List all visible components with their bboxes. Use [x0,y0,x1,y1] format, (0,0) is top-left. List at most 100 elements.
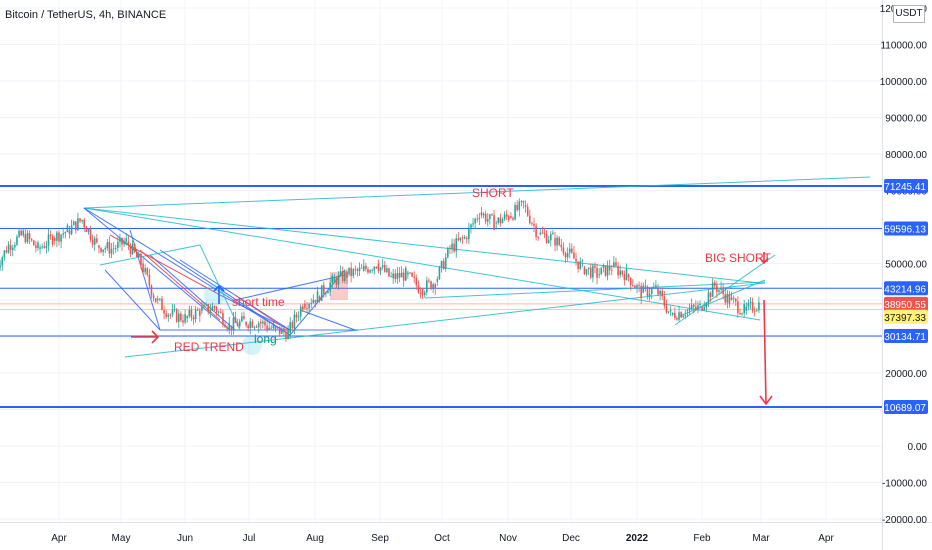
candle-body [182,320,184,323]
candle-body [531,223,533,224]
candle-body [396,273,399,280]
candle-body [201,306,203,311]
candle-body [451,243,453,249]
y-tick-label: 80000.00 [885,150,927,161]
candle-body [688,308,691,311]
annotation-label: long [254,332,277,346]
annotation-label: SHORT [472,186,514,200]
candle-body [150,285,153,296]
candle-body [388,268,390,277]
candle-body [398,273,401,278]
candle-body [230,325,233,330]
candle-body [354,269,357,271]
candle-body [507,216,510,220]
candle-body [659,290,661,295]
candle-body [262,321,264,324]
candle-body [478,217,481,219]
y-tick-label: -10000.00 [882,479,927,490]
candle-body [457,238,460,241]
x-tick-label: May [112,533,131,544]
candle-body [247,325,249,329]
candle-body [35,245,37,249]
candle-body [367,269,369,273]
candle-body [236,323,239,327]
candle-body [482,213,485,216]
candle-body [625,268,628,281]
currency-badge[interactable]: USDT [893,5,925,23]
candle-body [356,269,359,271]
candle-body [707,292,710,304]
candle-body [205,303,207,305]
candle-body [238,321,241,327]
x-tick-label: Jul [243,533,256,544]
candle-body [556,237,558,246]
candle-body [606,265,609,276]
candle-body [308,304,310,309]
y-tick-label: 20000.00 [885,369,927,380]
price-tag: 43214.96 [884,284,926,295]
candle-body [453,243,455,252]
candle-body [491,214,493,216]
candle-body [407,272,409,275]
candle-body [543,233,546,235]
candle-body [695,306,697,309]
candle-body [726,293,729,303]
candle-body [495,222,497,224]
candle-body [653,287,655,289]
candle-body [228,323,231,329]
price-tag-bg [884,399,928,414]
candle-body [89,228,92,240]
candle-body [339,271,342,276]
candles [0,198,760,342]
candle-body [79,218,81,222]
price-tag: 37397.33 [884,313,926,324]
candle-body [587,267,590,270]
candle-body [318,296,321,301]
price-tag-bg [884,221,928,236]
candle-body [180,313,182,321]
candle-body [154,298,157,303]
candle-body [415,278,418,286]
annotation-label: RED TREND [174,340,244,354]
x-tick-label: 2022 [626,533,649,544]
candle-body [400,272,403,278]
candle-body [615,262,617,266]
candle-body [18,230,20,237]
trend-line [83,207,291,336]
candle-body [623,274,626,281]
candle-body [617,265,619,276]
candle-body [188,309,191,317]
candle-body [709,292,712,297]
candle-body [11,247,14,250]
candle-body [716,285,718,292]
candle-body [411,272,413,277]
candle-body [352,269,355,276]
candle-body [299,306,302,317]
candle-body [104,248,107,250]
candle-body [558,237,561,245]
candle-body [594,265,596,268]
candle-body [386,268,388,272]
candle-body [629,277,632,286]
candle-body [676,317,678,320]
candle-body [5,250,8,253]
candle-body [169,314,172,316]
candle-body [674,312,676,318]
price-tags: 71245.4159596.1343214.9638950.5501:49:41… [884,178,928,414]
candle-body [81,219,83,222]
down-arrow [759,299,773,406]
candle-body [739,312,741,315]
candle-body [184,314,186,323]
candle-body [705,303,708,308]
candle-body [96,238,98,243]
candle-body [583,267,586,275]
candle-body [190,309,193,318]
candle-body [447,247,449,258]
trend-line [139,249,221,321]
candle-body [444,257,447,269]
candle-body [0,265,1,268]
x-tick-label: Jun [177,533,193,544]
candle-body [669,310,672,312]
candle-body [70,225,73,234]
candle-body [541,232,544,234]
